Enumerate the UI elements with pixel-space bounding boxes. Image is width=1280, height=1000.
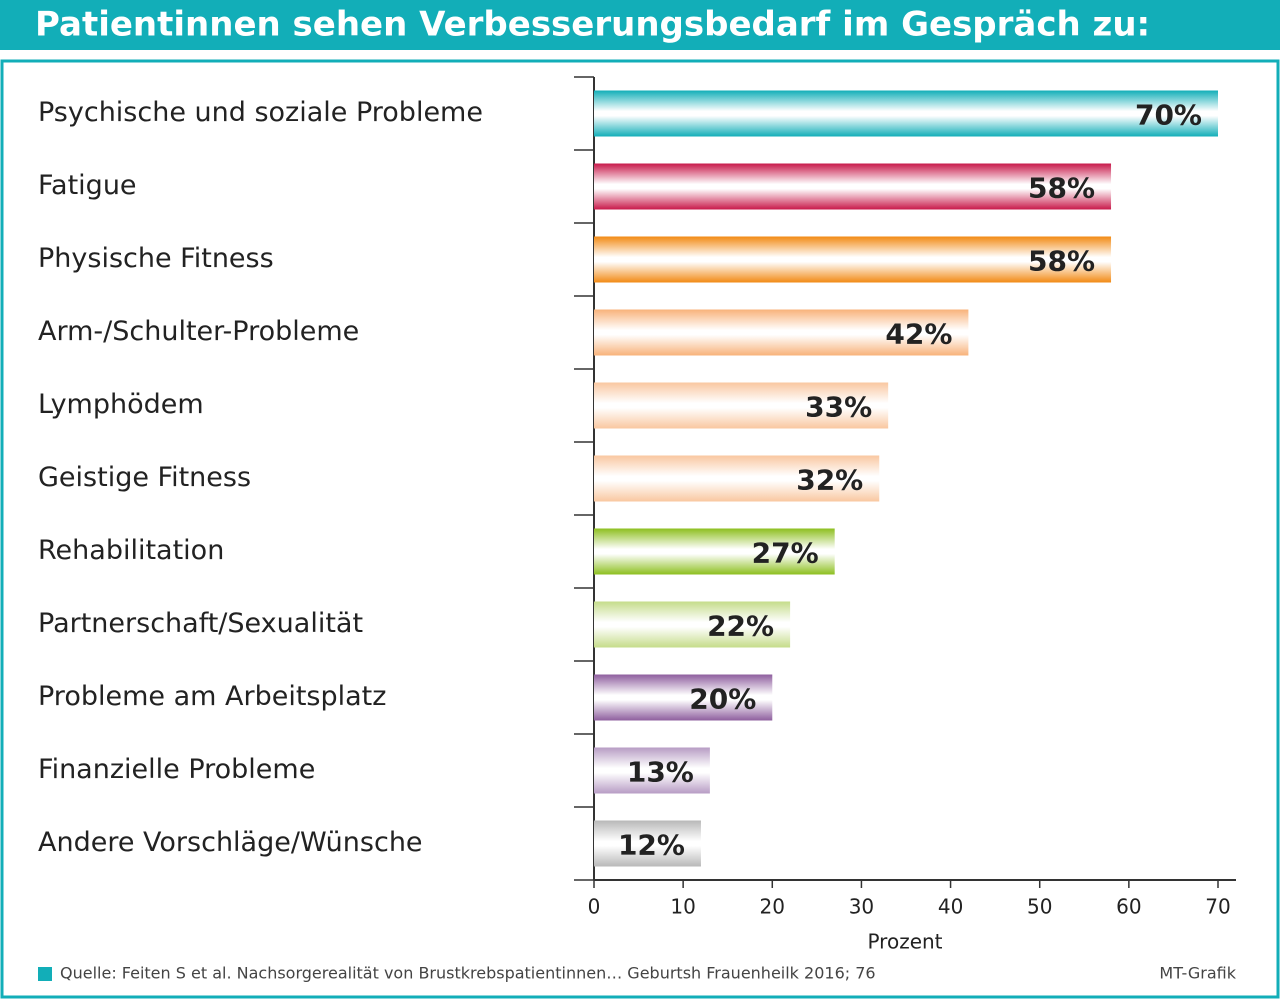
bar — [594, 601, 791, 648]
title-bar — [0, 0, 1280, 50]
value-label: 12% — [618, 829, 685, 862]
value-label: 13% — [627, 756, 694, 789]
value-label: 27% — [752, 537, 819, 570]
credit: MT-Grafik — [1159, 964, 1236, 983]
value-label: 33% — [805, 391, 872, 424]
category-label: Arm-/Schulter-Probleme — [38, 316, 359, 347]
bar — [594, 747, 710, 794]
x-tick-label: 10 — [670, 895, 695, 919]
x-tick-label: 30 — [849, 895, 874, 919]
source: Quelle: Feiten S et al. Nachsorgerealitä… — [60, 964, 876, 983]
category-label: Geistige Fitness — [38, 462, 251, 493]
bar — [594, 674, 773, 721]
category-label: Physische Fitness — [38, 243, 274, 274]
bar — [594, 455, 880, 502]
value-label: 42% — [885, 318, 952, 351]
category-label: Probleme am Arbeitsplatz — [38, 681, 386, 712]
value-label: 20% — [689, 683, 756, 716]
x-tick-label: 60 — [1116, 895, 1141, 919]
bar — [594, 528, 835, 575]
x-axis-label: Prozent — [867, 930, 942, 954]
x-tick-label: 50 — [1027, 895, 1052, 919]
category-label: Partnerschaft/Sexualität — [38, 608, 363, 639]
value-label: 58% — [1028, 172, 1095, 205]
value-label: 22% — [707, 610, 774, 643]
category-label: Andere Vorschläge/Wünsche — [38, 827, 423, 858]
x-tick-label: 0 — [588, 895, 601, 919]
source-marker — [38, 967, 52, 981]
chart-title: Patientinnen sehen Verbesserungsbedarf i… — [35, 5, 1150, 45]
bar — [594, 236, 1112, 283]
bar — [594, 820, 701, 867]
value-label: 32% — [796, 464, 863, 497]
bar — [594, 309, 969, 356]
bar — [594, 90, 1218, 137]
value-label: 58% — [1028, 245, 1095, 278]
category-label: Rehabilitation — [38, 535, 224, 566]
x-tick-label: 70 — [1205, 895, 1230, 919]
x-tick-label: 40 — [938, 895, 963, 919]
bar — [594, 163, 1112, 210]
frame — [0, 59, 1280, 999]
category-label: Finanzielle Probleme — [38, 754, 315, 785]
value-label: 70% — [1135, 99, 1202, 132]
category-label: Psychische und soziale Probleme — [38, 97, 483, 128]
category-label: Lymphödem — [38, 389, 204, 420]
bar — [594, 382, 889, 429]
x-tick-label: 20 — [760, 895, 785, 919]
category-label: Fatigue — [38, 170, 137, 201]
